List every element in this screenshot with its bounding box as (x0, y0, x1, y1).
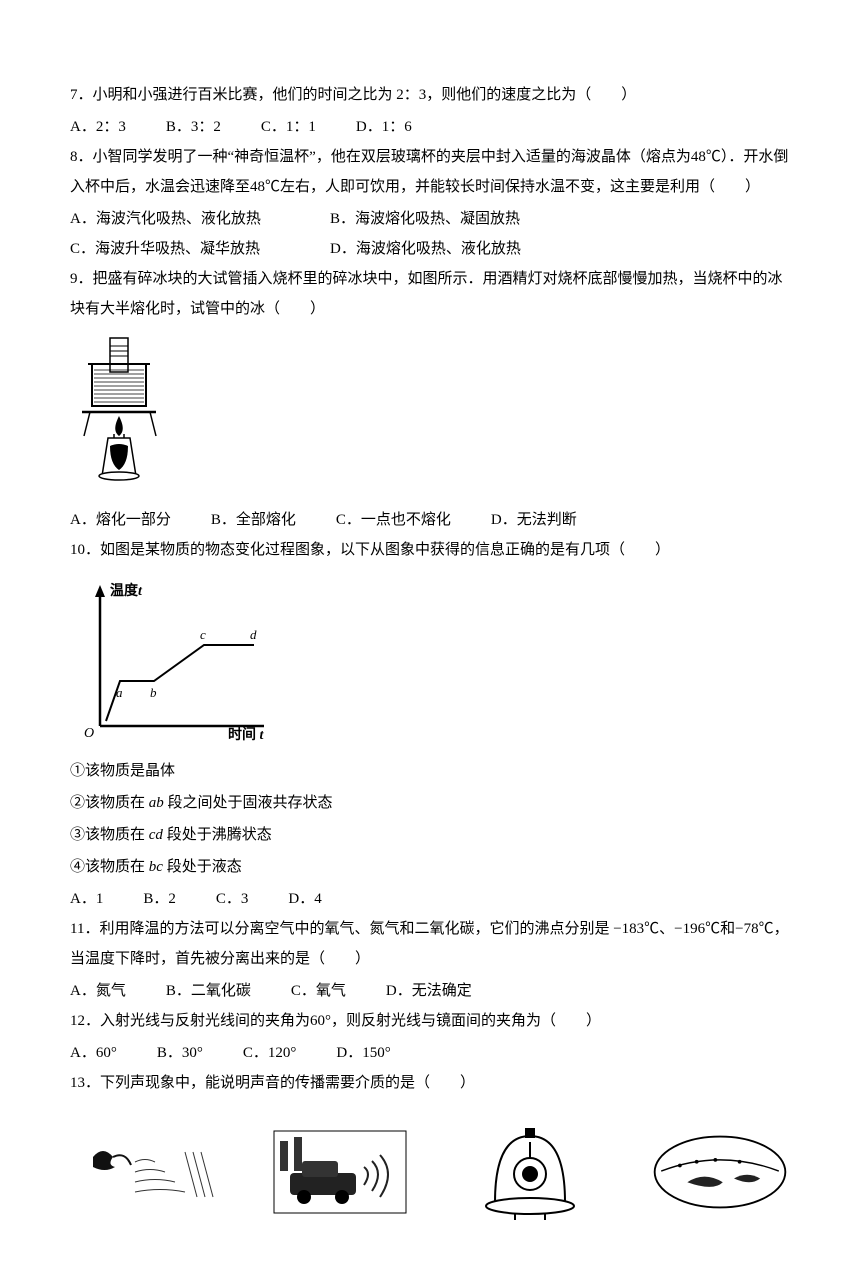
question-13: 13．下列声现象中，能说明声音的传播需要介质的是（ ） (70, 1068, 790, 1098)
q7-opt-a: A．2：3 (70, 112, 126, 142)
q10-s1-text: ①该物质是晶体 (70, 763, 175, 779)
q10-s3-post: 段处于沸腾状态 (163, 827, 272, 843)
question-8-options-row2: C．海波升华吸热、凝华放热 D．海波熔化吸热、液化放热 (70, 234, 790, 264)
question-7-text: 7．小明和小强进行百米比赛，他们的时间之比为 2：3，则他们的速度之比为（ ） (70, 87, 636, 103)
q12-opt-a: A．60° (70, 1038, 117, 1068)
svg-text:c: c (200, 627, 206, 642)
q12-opt-d: D．150° (336, 1038, 390, 1068)
q10-s4-bc: bc (149, 859, 163, 875)
q10-s4-pre: ④该物质在 (70, 859, 149, 875)
q9-opt-b: B．全部熔化 (211, 505, 296, 535)
q10-statement-2: ②该物质在 ab 段之间处于固液共存状态 (70, 788, 790, 818)
question-9-options: A．熔化一部分 B．全部熔化 C．一点也不熔化 D．无法判断 (70, 505, 790, 535)
q10-s4-post: 段处于液态 (163, 859, 242, 875)
fig-fish-hearing (650, 1122, 790, 1222)
q10-opt-a: A．1 (70, 884, 103, 914)
question-10: 10．如图是某物质的物态变化过程图象，以下从图象中获得的信息正确的是有几项（ ） (70, 535, 790, 565)
question-12-text: 12．入射光线与反射光线间的夹角为60°，则反射光线与镜面间的夹角为（ ） (70, 1013, 601, 1029)
fig-bell-jar (460, 1122, 600, 1222)
q10-opt-c: C．3 (216, 884, 249, 914)
question-8-text: 8．小智同学发明了一种“神奇恒温杯”，他在双层玻璃杯的夹层中封入适量的海波晶体（… (70, 149, 788, 195)
q10-statement-3: ③该物质在 cd 段处于沸腾状态 (70, 820, 790, 850)
q10-statement-1: ①该物质是晶体 (70, 756, 790, 786)
question-8-options: A．海波汽化吸热、液化放热 B．海波熔化吸热、凝固放热 (70, 204, 790, 234)
svg-text:温度t: 温度t (110, 582, 143, 599)
question-11: 11．利用降温的方法可以分离空气中的氧气、氮气和二氧化碳，它们的沸点分别是 −1… (70, 914, 790, 974)
question-13-text: 13．下列声现象中，能说明声音的传播需要介质的是（ ） (70, 1075, 475, 1091)
svg-text:b: b (150, 685, 157, 700)
q9-opt-c: C．一点也不熔化 (336, 505, 451, 535)
q10-s2-pre: ②该物质在 (70, 795, 149, 811)
q11-opt-a: A．氮气 (70, 976, 126, 1006)
q10-s2-ab: ab (149, 795, 164, 811)
question-9: 9．把盛有碎冰块的大试管插入烧杯里的碎冰块中，如图所示．用酒精灯对烧杯底部慢慢加… (70, 264, 790, 324)
question-11-text: 11．利用降温的方法可以分离空气中的氧气、氮气和二氧化碳，它们的沸点分别是 −1… (70, 921, 789, 967)
q10-s3-pre: ③该物质在 (70, 827, 149, 843)
fig-bat-echo (80, 1122, 220, 1222)
figure-beaker-burner (80, 336, 790, 497)
q7-opt-d: D．1：6 (356, 112, 412, 142)
q8-opt-c: C．海波升华吸热、凝华放热 (70, 234, 290, 264)
q8-opt-d: D．海波熔化吸热、液化放热 (330, 234, 550, 264)
question-12: 12．入射光线与反射光线间的夹角为60°，则反射光线与镜面间的夹角为（ ） (70, 1006, 790, 1036)
svg-text:O: O (84, 726, 94, 741)
q8-opt-b: B．海波熔化吸热、凝固放热 (330, 204, 550, 234)
question-7-options: A．2：3 B．3：2 C．1：1 D．1：6 (70, 112, 790, 142)
q10-opt-b: B．2 (143, 884, 176, 914)
question-11-options: A．氮气 B．二氧化碳 C．氧气 D．无法确定 (70, 976, 790, 1006)
svg-text:a: a (116, 685, 123, 700)
q11-opt-d: D．无法确定 (386, 976, 472, 1006)
q10-opt-d: D．4 (288, 884, 321, 914)
question-12-options: A．60° B．30° C．120° D．150° (70, 1038, 790, 1068)
q7-opt-c: C．1：1 (261, 112, 316, 142)
q8-opt-a: A．海波汽化吸热、液化放热 (70, 204, 290, 234)
q10-statement-4: ④该物质在 bc 段处于液态 (70, 852, 790, 882)
question-7: 7．小明和小强进行百米比赛，他们的时间之比为 2：3，则他们的速度之比为（ ） (70, 80, 790, 110)
question-13-figures (70, 1122, 790, 1222)
q10-s3-cd: cd (149, 827, 163, 843)
q12-opt-b: B．30° (157, 1038, 203, 1068)
fig-car-horn (270, 1122, 410, 1222)
question-10-text: 10．如图是某物质的物态变化过程图象，以下从图象中获得的信息正确的是有几项（ ） (70, 542, 670, 558)
q7-opt-b: B．3：2 (166, 112, 221, 142)
question-9-text: 9．把盛有碎冰块的大试管插入烧杯里的碎冰块中，如图所示．用酒精灯对烧杯底部慢慢加… (70, 271, 783, 317)
svg-text:d: d (250, 627, 257, 642)
q10-s2-post: 段之间处于固液共存状态 (164, 795, 333, 811)
q11-opt-c: C．氧气 (291, 976, 346, 1006)
figure-phase-graph: 温度t 时间 t a b c d O (74, 571, 790, 752)
q9-opt-d: D．无法判断 (491, 505, 577, 535)
q12-opt-c: C．120° (243, 1038, 297, 1068)
q9-opt-a: A．熔化一部分 (70, 505, 171, 535)
q11-opt-b: B．二氧化碳 (166, 976, 251, 1006)
question-8: 8．小智同学发明了一种“神奇恒温杯”，他在双层玻璃杯的夹层中封入适量的海波晶体（… (70, 142, 790, 202)
question-10-options: A．1 B．2 C．3 D．4 (70, 884, 790, 914)
svg-text:时间 t: 时间 t (228, 726, 265, 741)
